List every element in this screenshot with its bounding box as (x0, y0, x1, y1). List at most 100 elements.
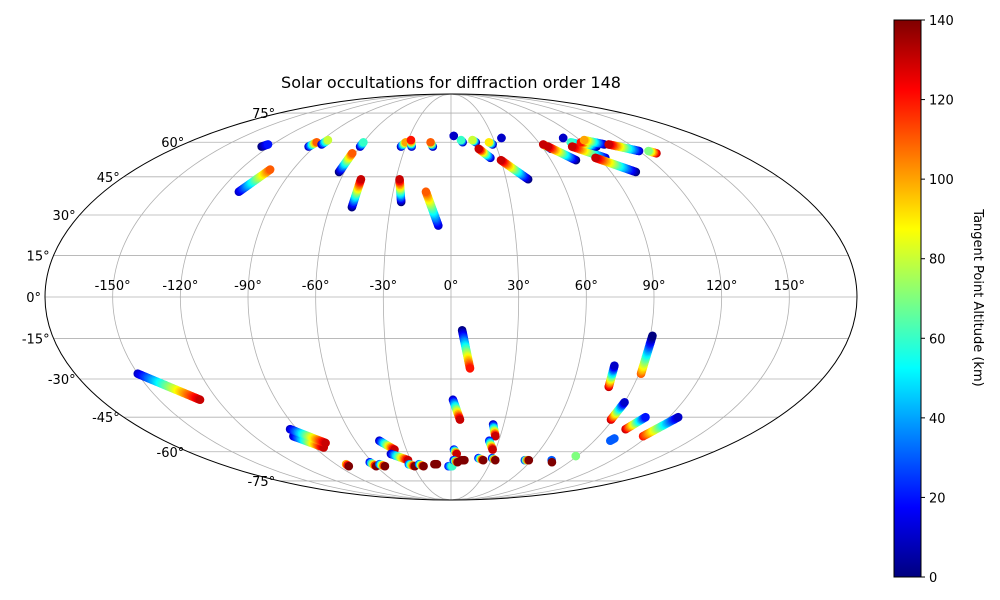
track-point (610, 361, 619, 371)
occultation-track (421, 187, 443, 230)
track-point (610, 434, 619, 443)
grid-meridian (179, 93, 452, 501)
occultation-track (341, 459, 354, 471)
occultation-track (605, 434, 619, 446)
colorbar-tick-label: 120 (929, 94, 954, 109)
grid-meridian (450, 93, 790, 501)
track-point (395, 174, 404, 184)
occultation-track (591, 153, 641, 177)
track-point (406, 135, 416, 145)
colorbar-gradient (893, 19, 922, 578)
colorbar-label: Tangent Point Altitude (km) (970, 208, 985, 386)
colorbar-ticks: 0 20 40 60 80 100 120 140 (921, 14, 954, 586)
y-tick-label: 45° (97, 171, 120, 186)
occultation-track (396, 137, 411, 151)
track-point (648, 331, 657, 341)
occultation-track (468, 135, 481, 147)
track-point (195, 395, 205, 405)
track-point (474, 144, 484, 154)
occultation-track (636, 331, 657, 379)
occultation-track (474, 453, 488, 465)
track-point (524, 455, 534, 465)
occultation-track (404, 459, 420, 471)
occultation-track (604, 361, 619, 392)
occultation-track (487, 453, 500, 465)
occultation-track (547, 455, 557, 467)
grid-lines (45, 93, 857, 501)
occultation-track (285, 424, 330, 448)
track-point (468, 135, 477, 145)
occultation-track (355, 137, 368, 151)
colorbar-tick-label: 20 (929, 491, 946, 506)
occultation-track (484, 436, 497, 454)
occultation-track (474, 144, 495, 163)
track-point (491, 431, 500, 441)
data-tracks (133, 131, 683, 471)
occultation-track (488, 420, 500, 441)
track-point (478, 455, 488, 465)
occultation-track (456, 135, 467, 147)
x-tick-label: -150° (95, 279, 131, 294)
y-tick-label: -75° (247, 475, 275, 490)
track-point (497, 133, 506, 143)
x-tick-label: -30° (369, 279, 397, 294)
x-tick-label: 60° (575, 279, 598, 294)
track-point (449, 131, 459, 141)
colorbar: 0 20 40 60 80 100 120 140 Tangent Point Altitud… (893, 14, 985, 586)
occultation-track (395, 174, 406, 207)
occultation-track (606, 397, 629, 424)
x-tick-label: 30° (507, 279, 530, 294)
occultation-track (448, 395, 465, 424)
track-point (604, 140, 613, 149)
track-point (347, 148, 357, 158)
track-point (673, 412, 683, 422)
occultation-track (449, 131, 459, 141)
occultation-track (304, 137, 322, 151)
occultation-track (347, 174, 366, 212)
y-tick-label: -15° (22, 333, 50, 348)
y-tick-label: 30° (53, 209, 76, 224)
occultation-track (414, 459, 428, 471)
tick-labels: -150° -120° -90° -60° -30° 0° 30° 60° 90° 120° 150… (22, 107, 805, 490)
track-point (644, 146, 653, 156)
occultation-track (638, 412, 683, 441)
track-point (567, 142, 577, 151)
occultation-track (543, 142, 581, 165)
occultation-track (426, 137, 438, 151)
track-point (380, 461, 390, 471)
occultation-track (133, 369, 205, 405)
occultation-track (334, 148, 357, 177)
x-tick-label: -120° (162, 279, 198, 294)
occultation-track (444, 461, 457, 471)
track-point (323, 135, 333, 145)
y-tick-label: 75° (252, 107, 275, 122)
map-boundary (44, 93, 858, 501)
x-tick-label: 150° (774, 279, 805, 294)
occultation-track (520, 455, 534, 465)
colorbar-tick-label: 100 (929, 173, 954, 188)
occultation-track (457, 326, 475, 373)
occultation-track (496, 155, 533, 184)
track-point (456, 135, 466, 145)
colorbar-tick-label: 40 (929, 412, 946, 427)
track-point (591, 153, 600, 163)
y-tick-label: 60° (161, 136, 184, 151)
occultation-track (571, 451, 581, 461)
track-point (641, 412, 650, 422)
occultation-track (621, 412, 650, 434)
colorbar-tick-label: 140 (929, 14, 954, 29)
occultation-track (449, 445, 462, 459)
colorbar-tick-label: 80 (929, 253, 946, 268)
occultation-track (430, 459, 442, 469)
track-point (432, 459, 442, 469)
occultation-track (604, 140, 644, 156)
chart-title: Solar occultations for diffraction order… (281, 73, 621, 92)
occultation-track (457, 455, 469, 465)
track-point (484, 137, 494, 147)
colorbar-tick-label: 0 (929, 571, 937, 586)
occultation-track (257, 140, 273, 151)
track-point (359, 137, 368, 147)
occultation-track (317, 135, 333, 149)
grid-meridian (450, 93, 723, 501)
